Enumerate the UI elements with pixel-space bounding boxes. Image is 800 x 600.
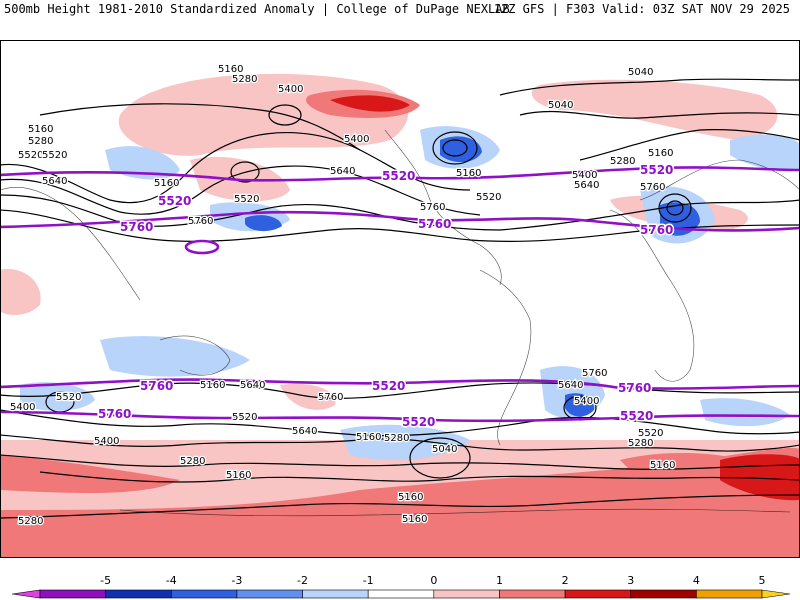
svg-text:5760: 5760 [140,379,173,393]
svg-text:5160: 5160 [402,514,427,525]
svg-text:5520: 5520 [56,392,81,403]
colorbar-segment [630,589,697,599]
svg-text:5520: 5520 [234,194,259,205]
svg-text:5760: 5760 [318,392,343,403]
model-run-label: 12Z GFS | F303 Valid: 03Z SAT NOV 29 202… [493,2,790,16]
svg-text:5040: 5040 [628,67,653,78]
colorbar-segment [433,589,500,599]
colorbar-segment [170,589,238,599]
svg-text:5160: 5160 [398,492,423,503]
colorbar-segment [499,589,566,599]
svg-text:5760: 5760 [582,368,607,379]
svg-text:5400: 5400 [10,402,35,413]
svg-text:5520: 5520 [640,163,673,177]
svg-text:5640: 5640 [42,176,67,187]
colorbar-segment [564,589,632,599]
svg-text:5280: 5280 [628,438,653,449]
svg-text:5520: 5520 [638,428,663,439]
colorbar-left-arrow [11,589,41,599]
colorbar-ticks: -5 -4 -3 -2 -1 0 1 2 3 4 5 [100,574,765,587]
svg-text:5400: 5400 [344,134,369,145]
svg-text:5400: 5400 [574,396,599,407]
svg-text:5520: 5520 [42,150,67,161]
svg-text:5760: 5760 [618,381,651,395]
svg-text:5760: 5760 [420,202,445,213]
svg-text:5160: 5160 [648,148,673,159]
svg-text:5520: 5520 [158,194,191,208]
svg-text:5520: 5520 [232,412,257,423]
svg-text:5640: 5640 [574,180,599,191]
svg-text:5520: 5520 [402,415,435,429]
purple-contour-labels: 5520 5520 5760 5760 5520 5760 5760 5520 … [97,162,675,431]
strong-negative-anomaly-shading [245,136,700,417]
svg-text:5760: 5760 [188,216,213,227]
svg-text:5520: 5520 [382,169,415,183]
map-title: 500mb Height 1981-2010 Standardized Anom… [4,2,510,16]
svg-text:5160: 5160 [218,64,243,75]
colorbar-tick-label: -3 [231,574,242,587]
svg-text:5040: 5040 [548,100,573,111]
svg-text:5520: 5520 [476,192,501,203]
svg-text:5400: 5400 [572,170,597,181]
svg-text:5760: 5760 [120,220,153,234]
colorbar-segment [367,589,435,599]
svg-text:5160: 5160 [200,380,225,391]
svg-text:5760: 5760 [640,223,673,237]
colorbar-segments [11,589,791,599]
svg-text:5280: 5280 [180,456,205,467]
colorbar-segment [302,589,369,599]
colorbar-segment [236,589,303,599]
svg-text:5520: 5520 [18,150,43,161]
colorbar-tick-label: 0 [430,574,437,587]
svg-text:5040: 5040 [432,444,457,455]
colorbar-tick-label: 2 [562,574,569,587]
svg-text:5400: 5400 [94,436,119,447]
svg-text:5160: 5160 [650,460,675,471]
svg-text:5640: 5640 [240,380,265,391]
anomaly-colorbar: -5 -4 -3 -2 -1 0 1 2 3 4 5 [11,574,791,599]
colorbar-tick-label: 3 [627,574,634,587]
svg-text:5160: 5160 [154,178,179,189]
svg-text:5640: 5640 [292,426,317,437]
colorbar-segment [105,589,172,599]
svg-text:5160: 5160 [356,432,381,443]
svg-text:5280: 5280 [384,433,409,444]
colorbar-segment [696,589,763,599]
colorbar-tick-label: 5 [759,574,766,587]
colorbar-tick-label: 4 [693,574,700,587]
colorbar-tick-label: -2 [297,574,308,587]
svg-text:5400: 5400 [278,84,303,95]
height-contours [1,78,799,519]
svg-text:5640: 5640 [558,380,583,391]
colorbar-segment [39,589,106,599]
purple-contours [1,166,799,423]
svg-text:5760: 5760 [640,182,665,193]
svg-text:5160: 5160 [456,168,481,179]
svg-text:5160: 5160 [28,124,53,135]
colorbar-tick-label: 1 [496,574,503,587]
anomaly-map: 5160 5280 5400 5040 5040 5160 5280 5400 … [0,40,800,558]
colorbar-tick-label: -4 [166,574,177,587]
svg-text:5280: 5280 [610,156,635,167]
colorbar-tick-label: -5 [100,574,111,587]
svg-text:5640: 5640 [330,166,355,177]
svg-text:5760: 5760 [418,217,451,231]
black-contour-labels: 5160 5280 5400 5040 5040 5160 5280 5400 … [9,63,677,529]
svg-text:5280: 5280 [28,136,53,147]
svg-text:5280: 5280 [18,516,43,527]
colorbar-tick-label: -1 [363,574,374,587]
svg-text:5520: 5520 [372,379,405,393]
svg-text:5760: 5760 [98,407,131,421]
colorbar-right-arrow [761,589,791,599]
svg-text:5280: 5280 [232,74,257,85]
svg-text:5160: 5160 [226,470,251,481]
svg-text:5520: 5520 [620,409,653,423]
